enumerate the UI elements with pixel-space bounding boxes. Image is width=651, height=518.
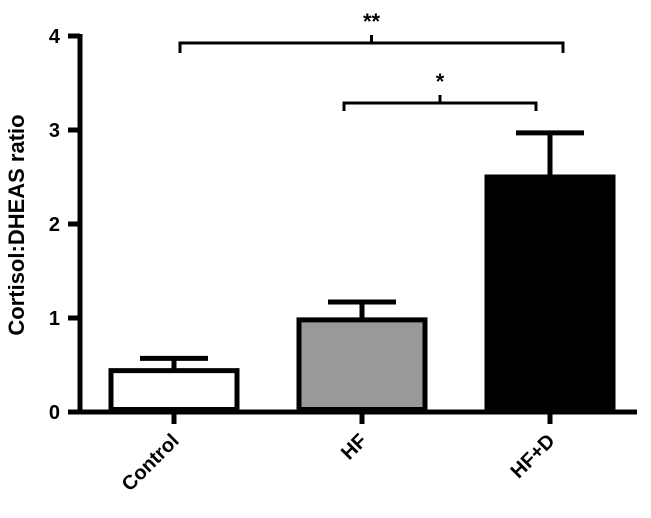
y-axis: 0 1 2 3 4 xyxy=(49,26,83,424)
x-axis: Control HF HF+D xyxy=(77,409,637,496)
x-tick-label: HF+D xyxy=(507,430,560,483)
y-tick-label: 2 xyxy=(49,214,60,236)
error-bars xyxy=(140,130,584,371)
x-tick-label: HF xyxy=(337,430,371,464)
significance-bracket xyxy=(342,95,538,111)
bar-hf xyxy=(296,317,428,413)
significance-label: * xyxy=(436,69,445,94)
y-tick-label: 4 xyxy=(49,26,61,48)
x-tick-label: Control xyxy=(118,430,184,496)
y-tick-label: 1 xyxy=(49,308,60,330)
bars xyxy=(108,174,616,413)
significance-brackets: *** xyxy=(178,9,565,111)
y-tick-label: 0 xyxy=(49,402,60,424)
y-axis-label: Cortisol:DHEAS ratio xyxy=(4,114,29,335)
bar-control xyxy=(108,368,240,413)
significance-label: ** xyxy=(363,9,381,34)
y-tick-label: 3 xyxy=(49,120,60,142)
significance-bracket xyxy=(178,35,565,53)
bar-hf-d xyxy=(484,174,616,412)
